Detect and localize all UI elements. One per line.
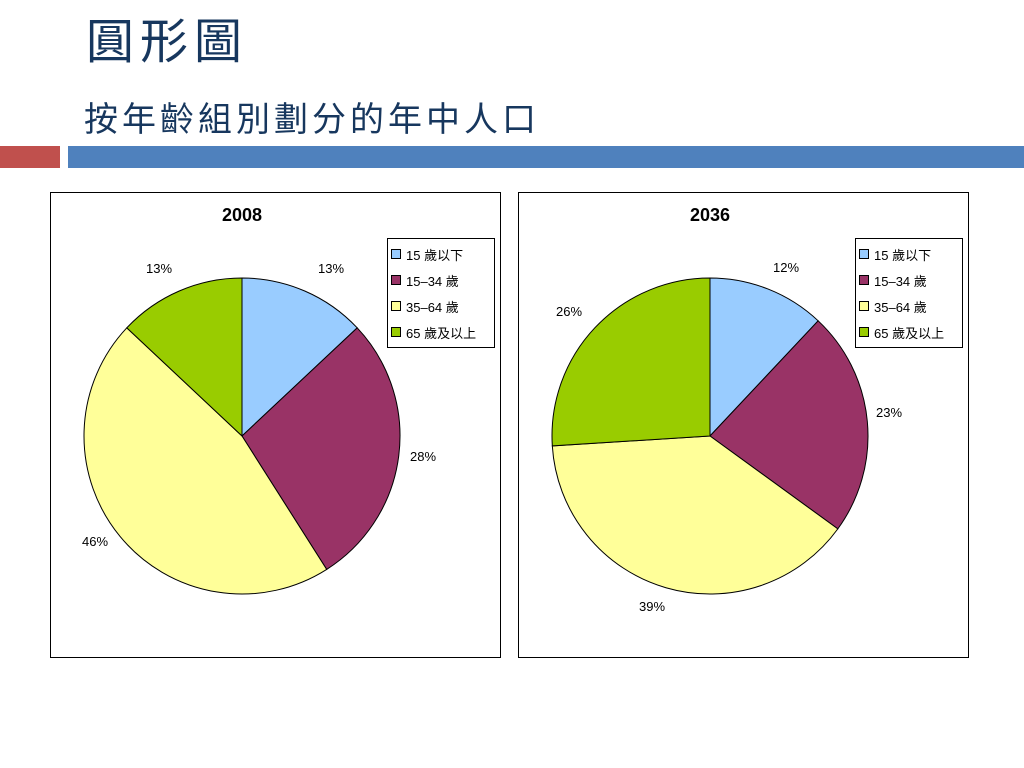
pie-slice <box>551 277 711 447</box>
pie-chart-svg: 2008 13% 28% 46% 13% <box>82 205 436 595</box>
data-label: 39% <box>639 599 665 614</box>
data-label: 28% <box>410 449 436 464</box>
legend-item: 35–64 歲 <box>391 293 491 319</box>
slide-subtitle: 按年齡組別劃分的年中人口 <box>84 100 540 140</box>
pie-slice <box>241 277 358 438</box>
legend-swatch <box>391 301 401 311</box>
legend-label: 35–64 歲 <box>406 299 459 315</box>
chart-legend: 15 歲以下 15–34 歲 35–64 歲 65 歲及以上 <box>855 238 963 348</box>
data-label: 46% <box>82 534 108 549</box>
data-label: 23% <box>876 405 902 420</box>
chart-title: 2036 <box>690 205 730 225</box>
legend-swatch <box>859 327 869 337</box>
pie-slice <box>551 435 839 595</box>
legend-item: 35–64 歲 <box>859 293 959 319</box>
legend-item: 15 歲以下 <box>859 241 959 267</box>
legend-item: 15–34 歲 <box>859 267 959 293</box>
legend-label: 65 歲及以上 <box>406 325 477 341</box>
pie-chart-2036: 2036 12% 23% 39% 26% 15 歲以下 15–34 歲 35–64 歲 65 … <box>518 192 969 658</box>
data-label: 13% <box>146 261 172 276</box>
pie-slice <box>241 327 401 571</box>
chart-title: 2008 <box>222 205 262 225</box>
legend-label: 15–34 歲 <box>874 273 927 289</box>
pie-slice <box>83 327 328 595</box>
data-label: 26% <box>556 304 582 319</box>
legend-swatch <box>391 275 401 285</box>
pie-chart-2008: 2008 13% 28% 46% 13% 15 歲以下 15–34 歲 35–64 歲 65 … <box>50 192 501 658</box>
legend-swatch <box>391 249 401 259</box>
legend-swatch <box>859 301 869 311</box>
legend-swatch <box>859 249 869 259</box>
pie-slice <box>126 277 243 438</box>
legend-label: 65 歲及以上 <box>874 325 945 341</box>
legend-label: 15 歲以下 <box>406 247 464 263</box>
legend-label: 35–64 歲 <box>874 299 927 315</box>
accent-bar <box>0 146 60 168</box>
slide-title: 圓形圖 <box>86 14 249 70</box>
legend-label: 15–34 歲 <box>406 273 459 289</box>
legend-label: 15 歲以下 <box>874 247 932 263</box>
legend-swatch <box>859 275 869 285</box>
legend-item: 65 歲及以上 <box>391 319 491 345</box>
data-label: 12% <box>773 260 799 275</box>
pie-slice <box>709 277 819 438</box>
header-bar <box>68 146 1024 168</box>
data-label: 13% <box>318 261 344 276</box>
pie-chart-svg: 2036 12% 23% 39% 26% <box>551 205 902 614</box>
pie-slice <box>709 320 869 530</box>
legend-swatch <box>391 327 401 337</box>
legend-item: 65 歲及以上 <box>859 319 959 345</box>
chart-legend: 15 歲以下 15–34 歲 35–64 歲 65 歲及以上 <box>387 238 495 348</box>
legend-item: 15 歲以下 <box>391 241 491 267</box>
legend-item: 15–34 歲 <box>391 267 491 293</box>
